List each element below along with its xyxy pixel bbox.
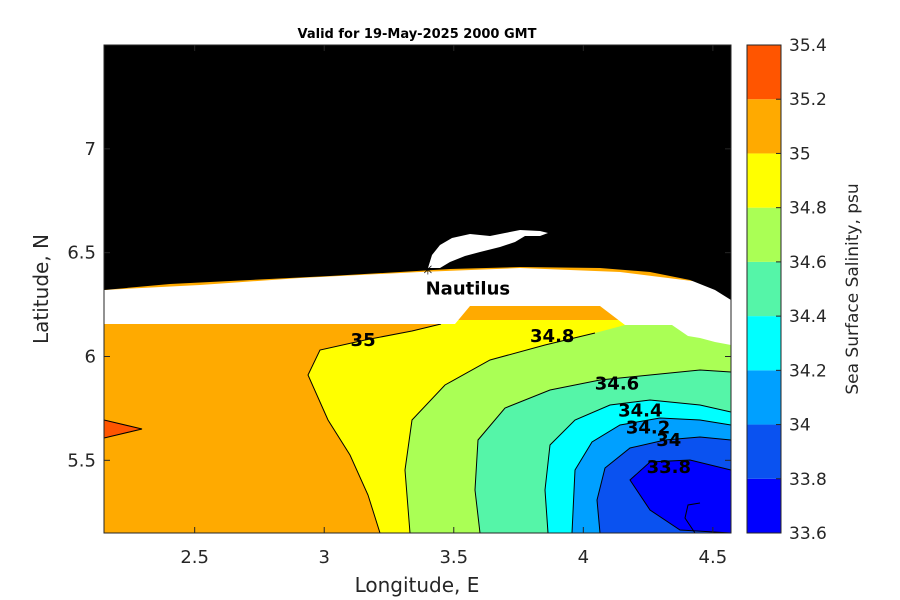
x-tick-label: 3.5 bbox=[439, 547, 468, 568]
contour-line-34-6 bbox=[474, 369, 731, 533]
colorbar-label: Sea Surface Salinity, psu bbox=[843, 183, 863, 394]
colorbar-tick-label: 33.8 bbox=[789, 470, 827, 490]
contour-label: 34.2 bbox=[626, 417, 670, 438]
colorbar-swatch-6 bbox=[747, 153, 781, 208]
colorbar-tick-label: 34 bbox=[789, 416, 811, 436]
contour-line-33-8 bbox=[629, 459, 731, 533]
colorbar-tick-label: 35.4 bbox=[789, 36, 827, 56]
contour-line-33-8-inner bbox=[684, 502, 701, 533]
colorbar-tick-label: 35 bbox=[789, 144, 811, 164]
colorbar-swatch-0 bbox=[747, 478, 781, 533]
colorbar-swatch-1 bbox=[747, 424, 781, 479]
contour-line-35 bbox=[307, 323, 442, 533]
contour-label: 35 bbox=[351, 330, 376, 351]
y-tick-label: 6 bbox=[85, 346, 96, 367]
station-marker: ✳ Nautilus bbox=[422, 262, 510, 299]
contour-line-34-2 bbox=[571, 417, 731, 533]
colorbar-swatch-2 bbox=[747, 370, 781, 425]
colorbar-frame bbox=[746, 44, 782, 534]
land-mass bbox=[104, 45, 731, 300]
x-tick-label: 3 bbox=[319, 547, 330, 568]
colorbar-tick-label: 34.6 bbox=[789, 253, 827, 273]
lagoon bbox=[428, 230, 548, 268]
band-35-2-35-4 bbox=[104, 420, 142, 438]
colorbar-tick-label: 35.2 bbox=[789, 90, 827, 110]
contour-line-34 bbox=[596, 436, 731, 533]
axes-frame bbox=[103, 44, 732, 534]
colorbar-swatch-7 bbox=[747, 99, 781, 154]
colorbar-swatch-4 bbox=[747, 261, 781, 317]
colorbar-swatch-5 bbox=[747, 207, 781, 262]
colorbar: 33.6 33.8 34 34.2 34.4 34.6 34.8 35 35.2 35.4 bbox=[746, 36, 827, 544]
y-tick-label: 7 bbox=[85, 139, 96, 160]
map-axes bbox=[104, 45, 731, 533]
colorbar-tick-label: 33.6 bbox=[789, 524, 827, 544]
colorbar-swatch-3 bbox=[747, 316, 781, 371]
nodata-coastal-strip bbox=[104, 268, 731, 345]
contour-label: 34 bbox=[656, 430, 681, 451]
colorbar-tick-label: 34.8 bbox=[789, 199, 827, 219]
y-tick-label: 5.5 bbox=[67, 450, 96, 471]
contour-label: 34.4 bbox=[618, 401, 662, 422]
contour-label: 34.6 bbox=[595, 374, 639, 395]
y-axis-label: Latitude, N bbox=[29, 234, 53, 344]
band-33-6-33-8 bbox=[630, 460, 731, 533]
x-tick-label: 2.5 bbox=[180, 547, 209, 568]
colorbar-tick-label: 34.4 bbox=[789, 307, 827, 327]
chart-title: Valid for 19-May-2025 2000 GMT bbox=[298, 27, 537, 42]
contour-label: 33.8 bbox=[647, 457, 691, 478]
x-axis-label: Longitude, E bbox=[355, 573, 480, 597]
contour-line-34-8 bbox=[404, 332, 596, 533]
y-ticks: 5.5 6 6.5 7 bbox=[67, 139, 731, 471]
x-tick-label: 4 bbox=[578, 547, 589, 568]
x-ticks: 2.5 3 3.5 4 4.5 bbox=[180, 45, 727, 568]
colorbar-tick-label: 34.2 bbox=[789, 361, 827, 381]
station-star-icon: ✳ bbox=[422, 262, 434, 278]
y-tick-label: 6.5 bbox=[67, 243, 96, 264]
contour-labels: 35 34.8 34.6 34.434.234 33.8 bbox=[351, 326, 691, 478]
contour-line-34-4 bbox=[544, 399, 731, 533]
x-tick-label: 4.5 bbox=[699, 547, 728, 568]
contour-label: 34.8 bbox=[530, 326, 574, 347]
contour-lines bbox=[104, 323, 731, 533]
colorbar-swatch-8 bbox=[747, 45, 781, 100]
contour-line-35-2 bbox=[104, 419, 143, 439]
station-label: Nautilus bbox=[426, 278, 511, 299]
